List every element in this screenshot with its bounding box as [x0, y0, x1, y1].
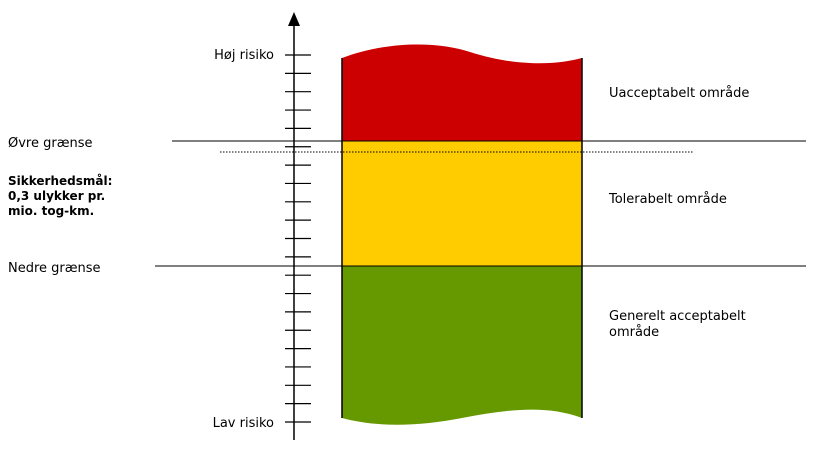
zone-label: område [609, 325, 659, 340]
zone-acceptable [342, 266, 582, 425]
zone-unacceptable [342, 44, 582, 141]
zone-label: Generelt acceptabelt [609, 309, 746, 324]
axis-arrow [288, 12, 300, 26]
zone-label: Uacceptabelt område [609, 86, 749, 101]
target-label: Sikkerhedsmål: [8, 174, 112, 188]
zone-label: Tolerabelt område [608, 192, 727, 207]
axis-ticks [285, 54, 311, 423]
target-label: 0,3 ulykker pr. [8, 189, 105, 203]
axis-bottom-label: Lav risiko [213, 416, 274, 431]
axis-top-label: Høj risiko [214, 48, 274, 63]
upper-limit-label: Øvre grænse [8, 136, 93, 151]
lower-limit-label: Nedre grænse [8, 261, 101, 276]
target-label: mio. tog-km. [8, 204, 94, 218]
zone-tolerable [342, 141, 582, 266]
